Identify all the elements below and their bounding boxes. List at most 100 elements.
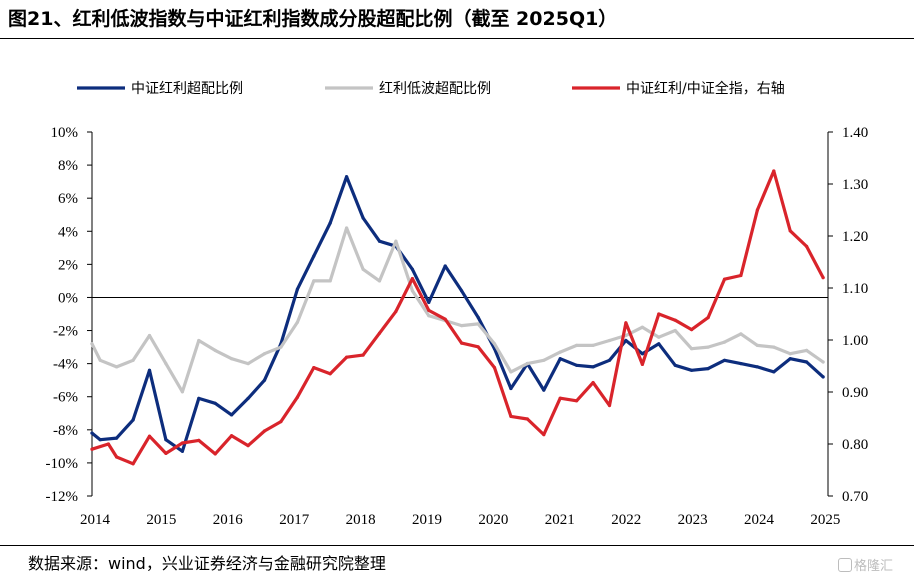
series-1-point [640,352,645,356]
series-3-point [427,308,431,312]
series-3-point [106,442,110,446]
series-2-point [98,358,102,362]
legend-label-1: 中证红利超配比例 [131,81,243,97]
series-2-point [246,362,250,366]
x-tick-label: 2019 [412,512,442,528]
series-1-point [164,438,168,442]
series-1-point [312,254,316,258]
source-note: 数据来源：wind，兴业证券经济与金融研究院整理 [28,554,386,573]
series-2-point [279,345,283,349]
x-tick-label: 2017 [279,512,310,528]
series-1-point [722,358,727,362]
x-tick-label: 2014 [80,512,111,528]
series-3-point [328,372,332,376]
x-tick-label: 2016 [213,512,244,528]
series-2-point [607,338,612,343]
series-3-point [509,414,513,418]
series-3-point [657,312,661,316]
series-1-point [377,239,382,243]
series-2-point [164,362,168,366]
left-tick-label: 4% [58,224,78,240]
series-2-point [394,239,398,243]
series-3-point [640,362,645,366]
x-tick-label: 2024 [744,512,775,528]
series-2-point [821,360,825,364]
series-3-point [706,316,710,320]
series-1-point [706,367,710,371]
series-2-point [90,342,94,346]
series-3-point [279,420,283,424]
series-1-point [509,386,513,391]
series-2-point [509,370,513,374]
series-3-point [722,277,727,281]
series-3-point [197,438,201,442]
series-3-point [361,353,365,357]
series-1-point [558,357,562,361]
series-3-point [575,399,579,403]
x-tick-label: 2015 [146,512,176,528]
series-1-point [673,363,677,367]
series-2-point [673,328,677,333]
right-tick-label: 1.40 [842,125,868,141]
series-3-point [673,318,677,322]
series-1-point [361,216,365,220]
series-3-point [147,434,152,438]
series-3-point [607,403,612,408]
series-2-point [722,340,727,344]
right-tick-label: 1.00 [842,333,868,349]
series-3-point [180,441,184,445]
series-1-point [213,401,217,405]
series-2-point [755,343,760,347]
left-tick-label: -6% [53,390,78,406]
series-1-point [180,449,184,453]
series-3-point [525,417,530,421]
x-tick-label: 2025 [810,512,840,528]
series-2-point [558,350,562,354]
left-tick-label: -2% [53,324,78,340]
title-divider [0,38,914,39]
series-2-point [131,358,135,362]
series-3-point [443,317,447,321]
series-1-point [90,431,94,435]
series-2-point [197,338,201,343]
series-2-point [788,352,792,356]
left-tick-label: -4% [53,357,78,373]
series-2-point [295,320,299,324]
left-tick-label: 6% [58,191,78,207]
left-tick-label: 10% [51,125,79,141]
series-2-point [591,343,595,347]
x-tick-label: 2020 [478,512,508,528]
series-3-point [755,208,760,212]
chart-title: 图21、红利低波指数与中证红利指数成分股超配比例（截至 2025Q1） [8,8,618,30]
series-2-point [460,324,464,328]
series-line-3 [90,169,825,466]
series-2-point [147,333,152,338]
series-line-1 [90,175,825,453]
series-3-point [558,396,562,400]
series-3-point [312,366,316,370]
series-1-point [476,315,480,319]
series-2-point [772,345,776,349]
series-3-point [90,447,94,451]
series-1-point [98,438,102,442]
right-tick-label: 1.10 [842,281,868,297]
left-tick-label: 8% [58,158,78,174]
series-1-point [657,342,661,346]
watermark-text: 格隆汇 [854,559,894,574]
right-tick-label: 0.70 [842,489,868,505]
right-tick-label: 0.80 [842,437,868,453]
series-1-point [410,267,414,271]
x-tick-label: 2018 [346,512,376,528]
right-tick-label: 1.30 [842,177,868,193]
series-1-point [115,436,119,440]
series-3-point [690,328,694,332]
series-3-point [115,455,119,459]
series-2-point [180,390,184,394]
source-divider [0,545,914,546]
series-3-point [805,244,809,248]
series-3-point [591,381,595,385]
right-tick-label: 0.90 [842,385,868,401]
series-3-point [772,169,776,173]
series-3-point [410,277,414,281]
series-3-point [542,433,546,437]
